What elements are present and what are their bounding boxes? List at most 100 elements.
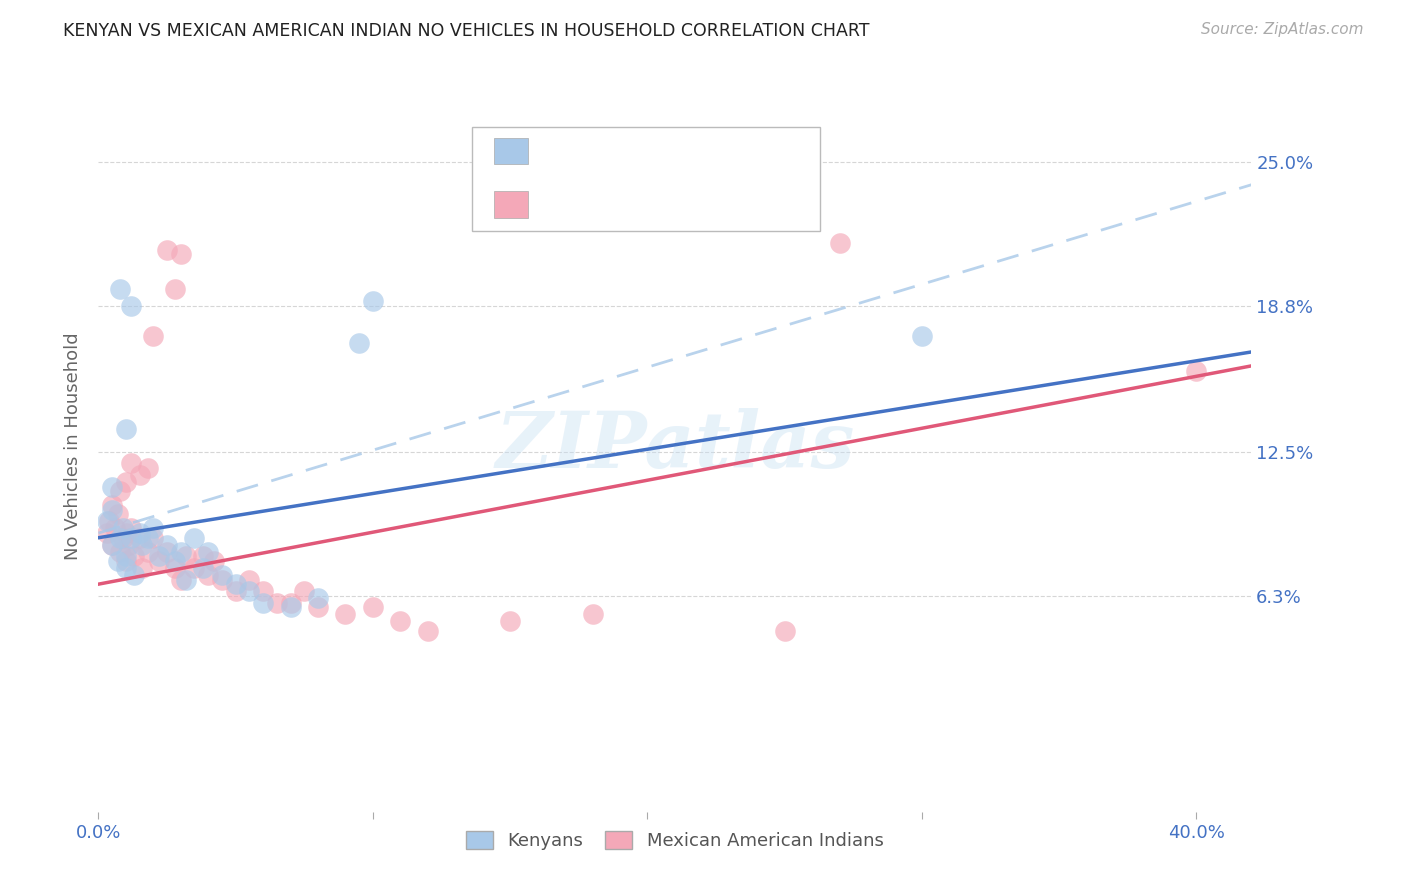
Point bbox=[252, 584, 274, 599]
Point bbox=[110, 544, 132, 558]
Point bbox=[225, 584, 247, 599]
Point bbox=[174, 549, 197, 564]
Point bbox=[101, 503, 124, 517]
Point bbox=[238, 573, 260, 587]
Point bbox=[110, 282, 132, 296]
Point bbox=[142, 328, 165, 343]
Point bbox=[101, 498, 124, 512]
Point bbox=[911, 328, 934, 343]
Point bbox=[266, 596, 288, 610]
Point bbox=[107, 554, 129, 568]
Point bbox=[142, 531, 165, 545]
Point bbox=[128, 468, 150, 483]
Text: N =: N = bbox=[641, 195, 692, 213]
Point bbox=[307, 591, 329, 606]
Point bbox=[115, 421, 138, 435]
Text: 0.292: 0.292 bbox=[578, 195, 634, 213]
Point bbox=[101, 538, 124, 552]
Point bbox=[110, 531, 132, 545]
Point bbox=[252, 596, 274, 610]
Text: 52: 52 bbox=[690, 195, 714, 213]
Point bbox=[148, 549, 170, 564]
Point bbox=[156, 544, 179, 558]
Point bbox=[1185, 363, 1208, 377]
Point bbox=[136, 461, 159, 475]
Point bbox=[131, 538, 153, 552]
Point bbox=[389, 615, 412, 629]
Point bbox=[292, 584, 315, 599]
Point bbox=[117, 538, 139, 552]
Point bbox=[115, 475, 138, 489]
Point bbox=[335, 607, 357, 622]
Point bbox=[773, 624, 796, 638]
Point bbox=[280, 600, 302, 615]
Point bbox=[170, 573, 193, 587]
Point bbox=[174, 573, 197, 587]
Point bbox=[347, 335, 370, 350]
Point bbox=[197, 544, 219, 558]
Point bbox=[101, 480, 124, 494]
Point bbox=[120, 457, 142, 471]
Text: 0.323: 0.323 bbox=[578, 142, 634, 160]
Point bbox=[120, 521, 142, 535]
Text: N =: N = bbox=[641, 142, 692, 160]
Point bbox=[165, 554, 187, 568]
Point bbox=[115, 549, 138, 564]
Point bbox=[197, 567, 219, 582]
Point bbox=[112, 531, 135, 545]
Y-axis label: No Vehicles in Household: No Vehicles in Household bbox=[65, 332, 83, 560]
Point bbox=[280, 596, 302, 610]
Point bbox=[581, 607, 603, 622]
Point bbox=[361, 600, 384, 615]
Point bbox=[165, 561, 187, 575]
Point bbox=[183, 531, 205, 545]
Point bbox=[98, 515, 121, 529]
Point bbox=[120, 531, 142, 545]
Point bbox=[112, 521, 135, 535]
Point bbox=[191, 561, 214, 575]
Point bbox=[183, 561, 205, 575]
Point bbox=[416, 624, 439, 638]
Text: 35: 35 bbox=[690, 142, 714, 160]
Point bbox=[499, 615, 522, 629]
Legend: Kenyans, Mexican American Indians: Kenyans, Mexican American Indians bbox=[458, 823, 891, 857]
Point bbox=[156, 243, 179, 257]
Point bbox=[211, 567, 233, 582]
Point bbox=[202, 554, 225, 568]
Text: R =: R = bbox=[538, 195, 576, 213]
Point bbox=[120, 299, 142, 313]
Point bbox=[307, 600, 329, 615]
Text: KENYAN VS MEXICAN AMERICAN INDIAN NO VEHICLES IN HOUSEHOLD CORRELATION CHART: KENYAN VS MEXICAN AMERICAN INDIAN NO VEH… bbox=[63, 22, 870, 40]
Point bbox=[361, 293, 384, 308]
Point bbox=[828, 235, 851, 250]
Point bbox=[115, 526, 138, 541]
Point bbox=[122, 567, 145, 582]
Point bbox=[142, 521, 165, 535]
Point bbox=[128, 531, 150, 545]
Point bbox=[165, 282, 187, 296]
Point bbox=[156, 538, 179, 552]
Point bbox=[128, 526, 150, 541]
Text: Source: ZipAtlas.com: Source: ZipAtlas.com bbox=[1201, 22, 1364, 37]
Point bbox=[211, 573, 233, 587]
Text: ZIPatlas: ZIPatlas bbox=[495, 408, 855, 484]
Text: R =: R = bbox=[538, 142, 576, 160]
Point bbox=[148, 554, 170, 568]
Point bbox=[238, 584, 260, 599]
Point bbox=[170, 544, 193, 558]
Point bbox=[131, 561, 153, 575]
Point bbox=[96, 526, 118, 541]
Point bbox=[191, 549, 214, 564]
Point bbox=[225, 577, 247, 591]
Point bbox=[136, 544, 159, 558]
Point bbox=[110, 484, 132, 499]
Point bbox=[96, 515, 118, 529]
Point bbox=[136, 531, 159, 545]
Point bbox=[107, 508, 129, 522]
Point bbox=[101, 538, 124, 552]
Point bbox=[104, 521, 127, 535]
Point bbox=[115, 561, 138, 575]
Point bbox=[122, 549, 145, 564]
Point bbox=[170, 247, 193, 261]
Point bbox=[115, 554, 138, 568]
